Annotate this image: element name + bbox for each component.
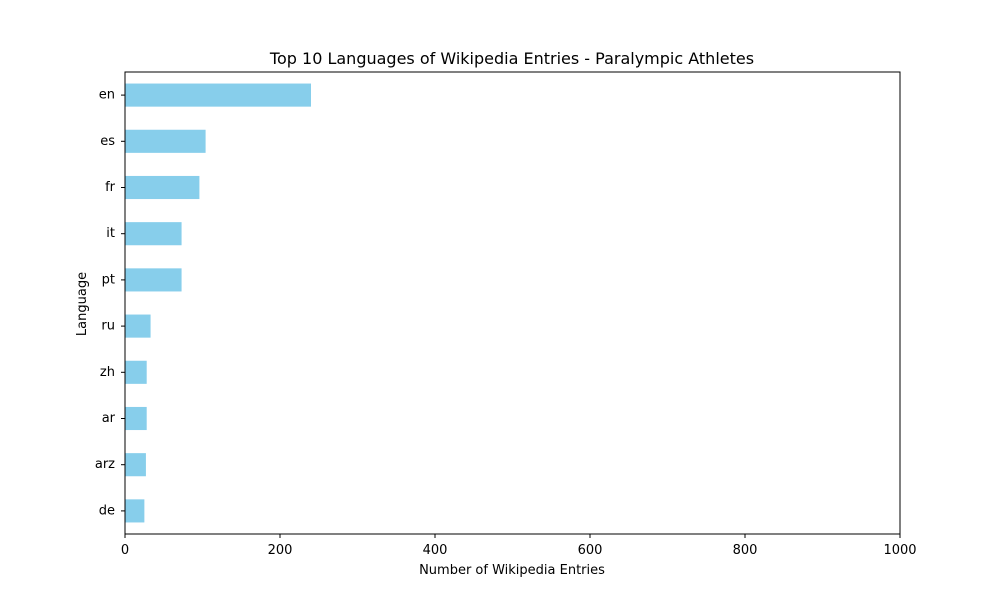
x-tick-label-200: 200 bbox=[268, 543, 293, 558]
y-tick-label-es: es bbox=[100, 134, 115, 149]
bar-pt bbox=[125, 268, 182, 292]
bars-layer bbox=[125, 83, 311, 523]
bar-ar bbox=[125, 406, 147, 431]
x-tick-label-0: 0 bbox=[121, 543, 129, 558]
axes-layer: en es fr it pt ru zh ar arz de 0 200 400 600 800 1000 bbox=[95, 88, 917, 558]
x-axis-label: Number of Wikipedia Entries bbox=[419, 563, 605, 578]
y-tick-label-de: de bbox=[99, 503, 115, 518]
bar-es bbox=[125, 129, 206, 153]
bar-fr bbox=[125, 175, 200, 200]
x-tick-label-600: 600 bbox=[578, 543, 603, 558]
bar-it bbox=[125, 222, 182, 246]
x-tick-label-400: 400 bbox=[423, 543, 448, 558]
chart-title: Top 10 Languages of Wikipedia Entries - … bbox=[269, 49, 754, 68]
bar-arz bbox=[125, 453, 146, 477]
y-tick-label-it: it bbox=[106, 226, 115, 241]
y-tick-label-zh: zh bbox=[100, 365, 115, 380]
y-tick-label-ru: ru bbox=[101, 319, 115, 334]
x-tick-label-1000: 1000 bbox=[883, 543, 916, 558]
y-tick-label-en: en bbox=[99, 88, 115, 103]
y-axis-label: Language bbox=[75, 272, 90, 336]
bar-en bbox=[125, 83, 311, 107]
bar-de bbox=[125, 499, 145, 523]
plot-frame bbox=[124, 71, 901, 535]
y-tick-label-arz: arz bbox=[95, 457, 115, 472]
y-tick-label-pt: pt bbox=[102, 272, 115, 287]
bar-ru bbox=[125, 314, 151, 338]
y-tick-label-fr: fr bbox=[105, 180, 116, 195]
bar-zh bbox=[125, 360, 147, 384]
x-tick-label-800: 800 bbox=[733, 543, 758, 558]
y-tick-label-ar: ar bbox=[102, 411, 116, 426]
